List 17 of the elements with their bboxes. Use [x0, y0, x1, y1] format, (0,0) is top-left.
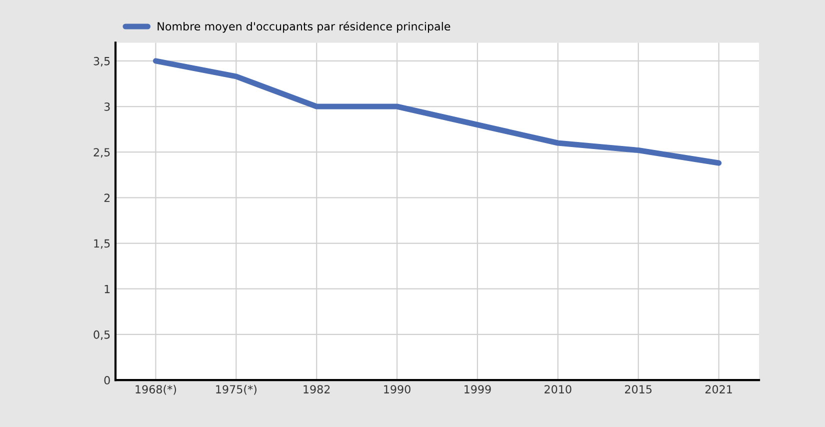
x-tick-label: 1999: [464, 385, 491, 394]
x-tick-label: 1990: [384, 385, 410, 394]
x-tick-label: 2021: [705, 385, 732, 394]
x-tick-label: 1968(*): [136, 384, 176, 395]
x-tick-label: 2010: [544, 385, 572, 394]
x-tick-label: 1982: [304, 385, 330, 394]
y-tick-label: 2,5: [94, 148, 110, 158]
legend-label: Nombre moyen d'occupants par résidence principale: [158, 22, 450, 33]
y-tick-label: 1: [104, 284, 110, 294]
x-tick-label: 1975(*): [216, 384, 256, 395]
y-tick-label: 2: [104, 194, 110, 202]
y-tick-label: 0: [104, 376, 110, 384]
y-tick-label: 1,5: [94, 239, 110, 249]
y-tick-label: 3,5: [94, 56, 110, 66]
x-tick-label: 2015: [625, 385, 652, 394]
y-tick-label: 0,5: [94, 330, 110, 340]
y-tick-label: 3: [104, 102, 110, 111]
